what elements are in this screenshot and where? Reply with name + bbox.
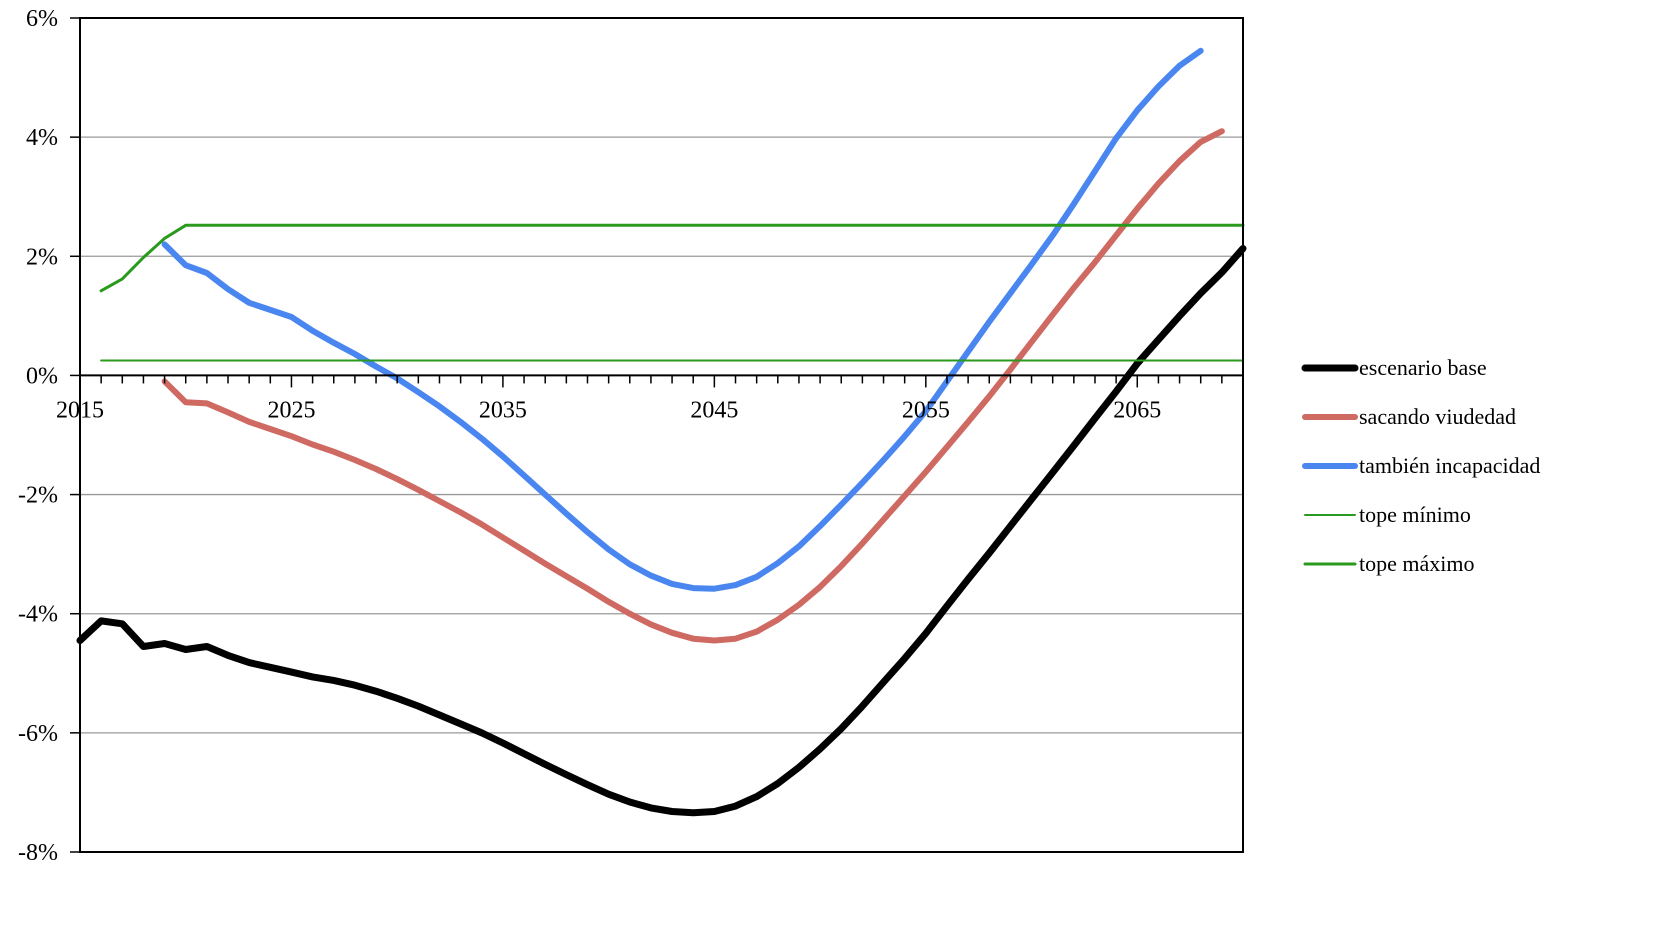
y-tick-label-0: 6% [26, 6, 58, 32]
x-tick-label-2045: 2045 [690, 397, 738, 423]
series-line-4 [99, 223, 1245, 293]
x-axis-ticks: 2015 2025 2035 2045 2055 2065 [56, 397, 1161, 423]
x-tick-label-2055: 2055 [902, 397, 950, 423]
y-tick-label-1: 4% [26, 125, 58, 151]
y-tick-label-6: -6% [18, 721, 58, 747]
x-tick-label-2065: 2065 [1113, 397, 1161, 423]
legend-label-2: también incapacidad [1359, 453, 1540, 478]
x-tick-label-2035: 2035 [479, 397, 527, 423]
y-tick-label-5: -4% [18, 602, 58, 628]
series-line-0 [76, 245, 1247, 817]
legend-label-1: sacando viudedad [1359, 404, 1516, 429]
x-tick-label-2015: 2015 [56, 397, 104, 423]
legend-label-4: tope máximo [1359, 551, 1474, 576]
legend: escenario base sacando viudedad también in… [1301, 355, 1540, 576]
series-line-2 [161, 47, 1204, 592]
legend-label-3: tope mínimo [1359, 502, 1471, 527]
y-axis-ticks: 6% 4% 2% 0% -2% -4% -6% -8% [18, 6, 80, 866]
plot-frame [79, 17, 1244, 853]
axes [79, 17, 1244, 853]
series-lines [76, 47, 1247, 817]
x-tick-label-2025: 2025 [267, 397, 315, 423]
y-tick-label-7: -8% [18, 840, 58, 866]
y-tick-label-3: 0% [26, 363, 58, 389]
y-tick-label-4: -2% [18, 483, 58, 509]
series-line-1 [161, 128, 1225, 644]
legend-label-0: escenario base [1359, 355, 1487, 380]
y-tick-label-2: 2% [26, 244, 58, 270]
gridlines [80, 136, 1243, 734]
